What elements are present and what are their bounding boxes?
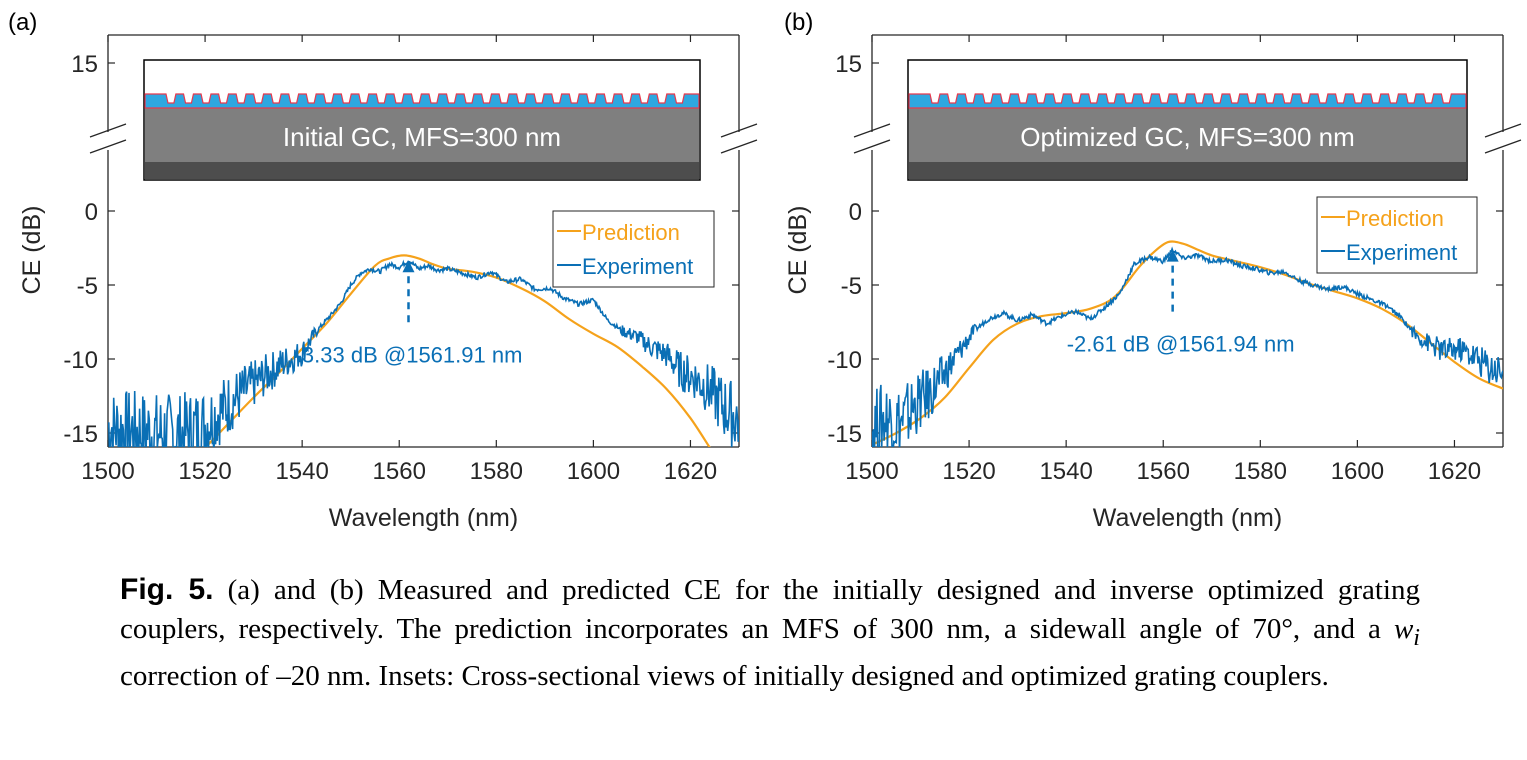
- inset-oxide-layer: [909, 108, 1466, 162]
- inset-silicon-grating: [144, 93, 700, 109]
- x-axis-label: Wavelength (nm): [1093, 504, 1282, 532]
- x-tick-label: 1520: [178, 458, 231, 485]
- inset-substrate-layer: [909, 162, 1466, 179]
- y-tick-label: 15: [71, 51, 98, 78]
- x-tick-label: 1560: [1137, 458, 1190, 485]
- chart-panel-b: (b) 15 0 -5 -10 -15 1500 1520 1540 1560 1580 1600 16…: [784, 9, 1522, 532]
- y-tick-label: -5: [77, 273, 98, 300]
- caption-figure-label: Fig. 5.: [120, 573, 214, 606]
- x-tick-label: 1580: [470, 458, 523, 485]
- axis-break-mark: [1484, 123, 1522, 138]
- y-axis-label: CE (dB): [18, 206, 46, 295]
- series-experiment-line: [108, 259, 739, 447]
- x-tick-label: 1520: [942, 458, 995, 485]
- x-tick-label: 1540: [1039, 458, 1092, 485]
- caption-text-part1: (a) and (b) Measured and predicted CE fo…: [120, 574, 1420, 645]
- legend-entry-label: Experiment: [582, 254, 693, 279]
- y-tick-label: 15: [835, 51, 862, 78]
- chart-panel-a: (a) 15 0 -5 -10 -15 1500 1520 1540 1560 1580 1600 16…: [8, 9, 758, 532]
- axis-break-mark: [89, 139, 127, 154]
- y-tick-label: -10: [63, 347, 98, 374]
- inset-cross-section: Optimized GC, MFS=300 nm: [907, 59, 1468, 181]
- series-prediction-line: [204, 254, 711, 447]
- annotation-arrowhead: [402, 260, 415, 273]
- axis-break-mark: [89, 123, 127, 138]
- legend-box: [552, 210, 715, 288]
- x-tick-label: 1600: [567, 458, 620, 485]
- y-tick-label: -5: [841, 273, 862, 300]
- annotation-arrowhead: [1166, 249, 1179, 262]
- inset-oxide-layer: [145, 108, 699, 162]
- panel-label: (b): [784, 9, 813, 36]
- x-tick-label: 1600: [1331, 458, 1384, 485]
- inset-cross-section: Initial GC, MFS=300 nm: [143, 59, 701, 181]
- y-tick-label: 0: [849, 199, 862, 226]
- y-axis-label: CE (dB): [784, 206, 812, 295]
- figure: (a) 15 0 -5 -10 -15 1500 1520 1540 1560 1580 1600 16…: [8, 9, 1522, 532]
- legend: Prediction Experiment: [552, 210, 715, 288]
- legend-entry-label: Experiment: [1346, 240, 1457, 265]
- x-tick-label: 1580: [1234, 458, 1287, 485]
- y-tick-label: -15: [827, 421, 862, 448]
- caption-variable-subscript: i: [1413, 623, 1420, 651]
- x-tick-label: 1620: [664, 458, 717, 485]
- axis-break-mark: [1484, 139, 1522, 154]
- series-prediction-line: [872, 240, 1503, 446]
- axis-break-mark: [720, 123, 758, 138]
- x-tick-label: 1540: [275, 458, 328, 485]
- y-tick-label: 0: [85, 199, 98, 226]
- series-experiment-line: [872, 246, 1503, 447]
- legend-box: [1316, 196, 1478, 274]
- panel-label: (a): [8, 9, 37, 36]
- x-tick-label: 1500: [845, 458, 898, 485]
- axis-break-mark: [853, 139, 891, 154]
- axis-break-mark: [720, 139, 758, 154]
- figure-caption: Fig. 5. (a) and (b) Measured and predict…: [120, 570, 1420, 696]
- x-tick-label: 1500: [81, 458, 134, 485]
- x-tick-label: 1560: [373, 458, 426, 485]
- legend-entry-label: Prediction: [582, 220, 680, 245]
- axis-break-mark: [853, 123, 891, 138]
- y-tick-label: -15: [63, 421, 98, 448]
- annotation-label: -3.33 dB @1561.91 nm: [295, 342, 523, 367]
- plot-area: [108, 254, 739, 447]
- inset-label: Initial GC, MFS=300 nm: [283, 122, 561, 152]
- legend-entry-label: Prediction: [1346, 206, 1444, 231]
- inset-substrate-layer: [145, 162, 699, 179]
- plot-area: [872, 240, 1503, 447]
- legend: Prediction Experiment: [1316, 196, 1478, 274]
- x-axis-label: Wavelength (nm): [329, 504, 518, 532]
- inset-label: Optimized GC, MFS=300 nm: [1020, 122, 1355, 152]
- x-tick-label: 1620: [1428, 458, 1481, 485]
- caption-text-part2: correction of –20 nm. Insets: Cross-sect…: [120, 659, 1329, 692]
- y-tick-label: -10: [827, 347, 862, 374]
- caption-variable: w: [1393, 613, 1414, 645]
- inset-silicon-grating: [908, 93, 1467, 109]
- annotation-label: -2.61 dB @1561.94 nm: [1067, 332, 1295, 357]
